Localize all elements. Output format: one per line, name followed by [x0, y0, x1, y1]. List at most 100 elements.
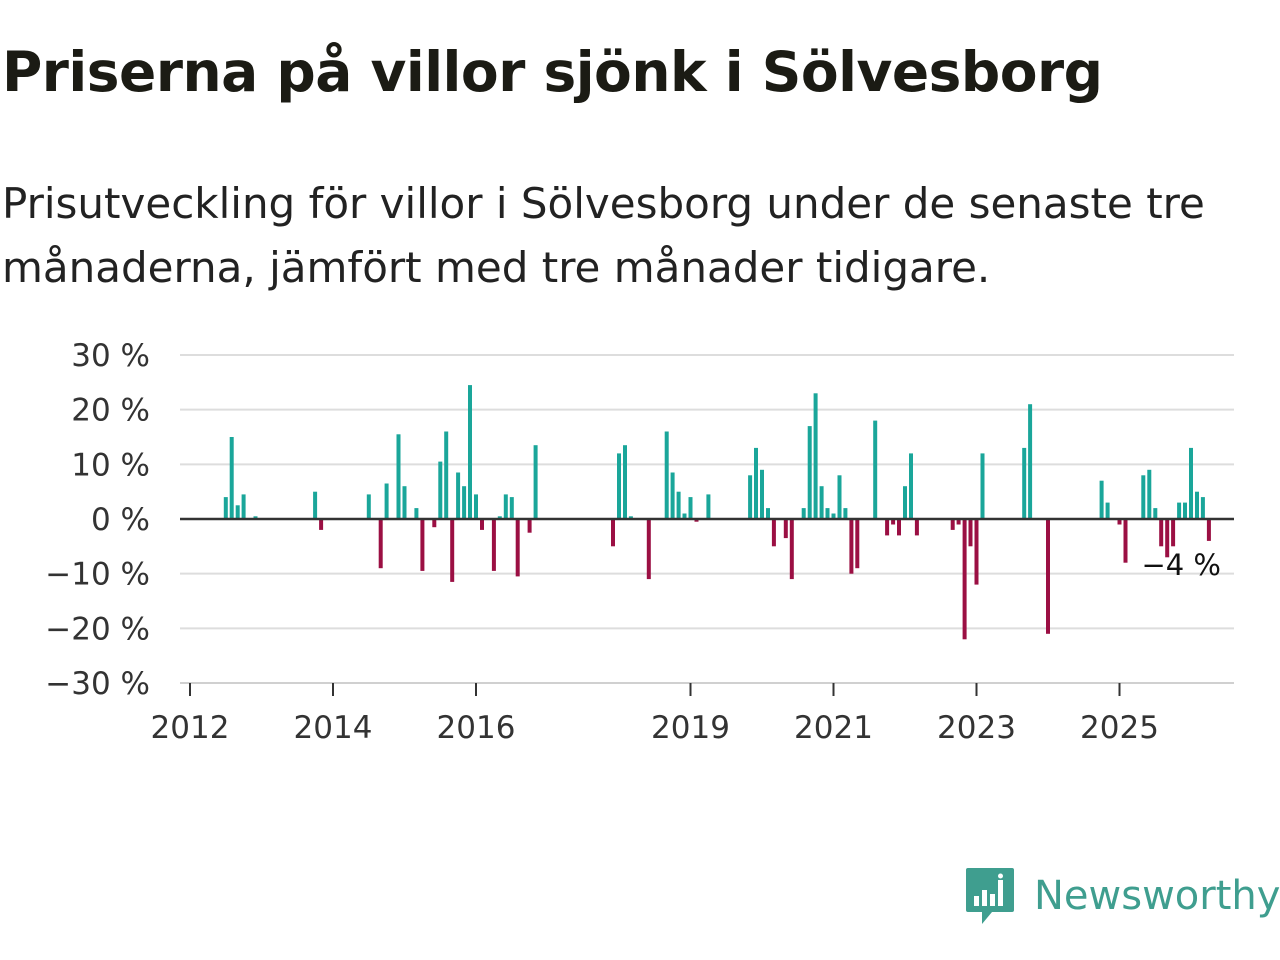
x-tick-label: 2019 [651, 710, 730, 746]
bar [682, 513, 687, 519]
bar [646, 519, 651, 580]
bar [664, 431, 669, 519]
chart-title: Priserna på villor sjönk i Sölvesborg [2, 40, 1103, 104]
bar [1171, 519, 1176, 547]
bar [480, 519, 484, 530]
bar [873, 420, 878, 519]
bar [694, 519, 699, 522]
bar [1028, 404, 1033, 519]
bar [789, 519, 794, 580]
bar [801, 508, 806, 519]
bar [825, 508, 830, 519]
bar [1183, 502, 1187, 519]
bar [611, 519, 615, 547]
bar [1105, 502, 1110, 519]
bar [1195, 491, 1199, 519]
bar [235, 505, 240, 519]
bar [1200, 497, 1205, 519]
bar [1159, 519, 1164, 547]
bar [748, 475, 753, 519]
bar [771, 519, 776, 547]
bar [497, 516, 502, 519]
bar [1099, 480, 1104, 519]
bar [396, 434, 401, 519]
bar [1117, 519, 1122, 525]
bar [688, 497, 693, 519]
bar [450, 519, 455, 582]
bar [509, 497, 514, 519]
y-tick-label: 0 % [91, 502, 150, 538]
bar [676, 491, 681, 519]
bar [384, 483, 389, 519]
bar [229, 437, 234, 519]
bar [468, 385, 472, 519]
bar [623, 445, 627, 519]
bar [456, 472, 461, 519]
bar [950, 519, 955, 530]
bar [968, 519, 973, 547]
bar [909, 453, 913, 519]
bar [515, 519, 520, 577]
x-tick-label: 2014 [294, 710, 373, 746]
bar [533, 445, 538, 519]
bar [527, 519, 532, 533]
bar [1177, 502, 1182, 519]
bar [855, 519, 860, 569]
bar [843, 508, 848, 519]
bar [831, 513, 836, 519]
bar [1147, 469, 1152, 519]
bar [891, 519, 896, 525]
bar [670, 472, 675, 519]
bar [1123, 519, 1128, 563]
y-tick-label: −30 % [45, 666, 150, 702]
bar [897, 519, 901, 536]
bar [980, 453, 985, 519]
bar [414, 508, 419, 519]
y-tick-label: −20 % [45, 611, 150, 647]
bar [420, 519, 425, 571]
bar [313, 491, 318, 519]
bar [1153, 508, 1158, 519]
bar [319, 519, 324, 530]
brand-logo: Newsworthy [964, 866, 1280, 926]
y-tick-label: 20 % [71, 393, 150, 429]
x-tick-label: 2012 [151, 710, 230, 746]
bars [223, 385, 1211, 640]
x-axis: 2012 2014 2016 2019 2021 2023 2025 [151, 517, 1234, 746]
bar [1189, 447, 1193, 519]
y-tick-label: −10 % [45, 557, 150, 593]
bar [962, 519, 967, 640]
bar [760, 469, 764, 519]
bar [706, 494, 711, 519]
x-tick-label: 2021 [794, 710, 873, 746]
bar [903, 486, 907, 519]
x-tick-label: 2023 [937, 710, 1016, 746]
y-tick-label: 10 % [71, 447, 150, 483]
bar [754, 447, 758, 519]
bar [432, 519, 437, 528]
bar-chart: 30 %20 %10 %0 %−10 %−20 %−30 % 2012 2014 2… [45, 338, 1234, 746]
bar [849, 519, 854, 574]
bar [241, 494, 246, 519]
y-axis-labels: 30 % 20 % 10 % 0 % −10 % −20 % −30 % [45, 338, 150, 702]
bar [914, 519, 919, 536]
bar [628, 516, 633, 519]
bar [462, 486, 467, 519]
chart-subtitle: Prisutveckling för villor i Sölvesborg u… [2, 179, 1205, 292]
bar [813, 393, 818, 519]
bar [956, 519, 961, 525]
bar [1165, 519, 1170, 558]
bar [1206, 519, 1211, 541]
bar [444, 431, 449, 519]
bar [1141, 475, 1146, 519]
bar [491, 519, 496, 571]
bar [837, 475, 842, 519]
bar [885, 519, 890, 536]
bar [819, 486, 824, 519]
bar [974, 519, 979, 585]
bar [503, 494, 508, 519]
bar [438, 461, 443, 519]
x-tick-label: 2016 [437, 710, 516, 746]
x-tick-label: 2025 [1080, 710, 1159, 746]
y-tick-label: 30 % [71, 338, 150, 374]
